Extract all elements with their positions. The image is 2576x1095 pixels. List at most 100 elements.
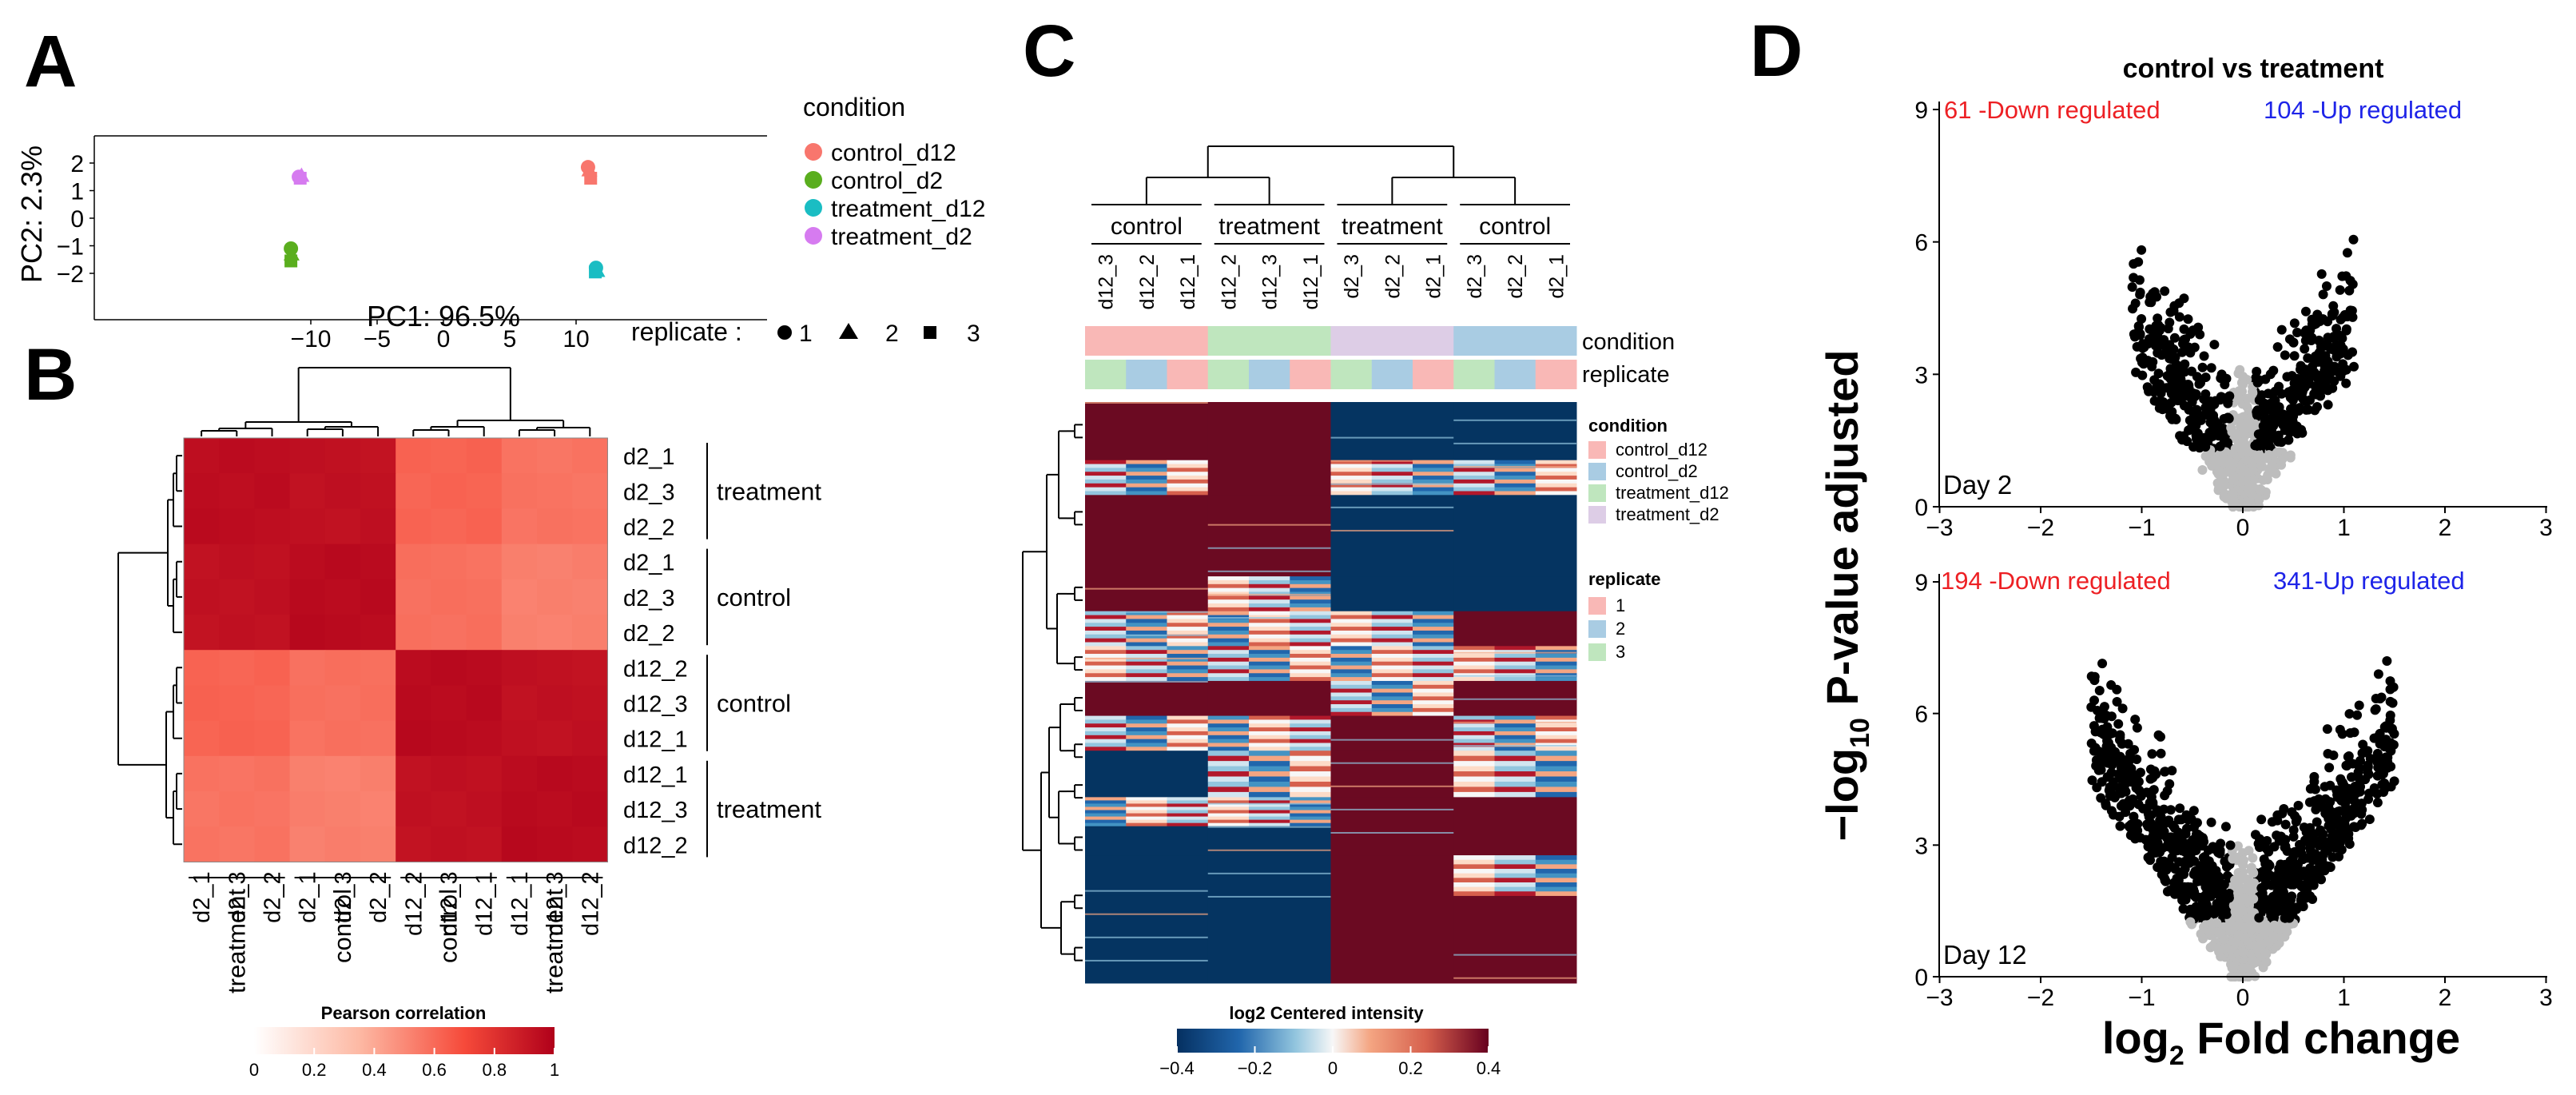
volcano-day2-point	[2165, 317, 2175, 328]
heat-stripe	[1249, 669, 1290, 674]
correlation-cell	[219, 544, 255, 580]
volcano-day12-point	[2364, 788, 2375, 798]
heat-stripe	[1535, 776, 1577, 782]
volcano-day12-point	[2226, 945, 2236, 955]
volcano-day2-point	[2349, 361, 2359, 372]
correlation-cell	[431, 615, 467, 651]
heat-stripe	[1167, 646, 1209, 651]
volcano-day12-point	[2096, 727, 2106, 737]
heat-legend-tick-label: −0.4	[1159, 1058, 1194, 1078]
volcano-day2-x-tick-label: 0	[2236, 515, 2250, 541]
heat-column-label: d2_2	[1381, 254, 1404, 299]
correlation-cell	[466, 720, 503, 757]
heat-stripe	[1535, 657, 1577, 663]
volcano-day12-point	[2265, 870, 2276, 881]
heat-stripe	[1290, 727, 1331, 732]
heat-stripe	[1330, 468, 1373, 472]
volcano-day12-point	[2253, 838, 2264, 849]
volcano-day2-point	[2240, 443, 2251, 453]
volcano-day12-point	[2341, 760, 2351, 770]
heat-stripe	[1207, 822, 1250, 827]
volcano-day2-point	[2127, 282, 2137, 293]
volcano-day2-point	[2335, 371, 2346, 381]
heat-stripe	[1330, 479, 1373, 484]
heat-stripe	[1085, 657, 1127, 663]
heat-condition-annotation	[1494, 326, 1536, 356]
volcano-day12-point	[2149, 785, 2159, 795]
heat-legend-condition-swatch	[1588, 463, 1606, 480]
heat-stripe	[1494, 460, 1536, 465]
correlation-dendrogram-branch	[167, 499, 173, 607]
heat-stripe	[1207, 806, 1250, 811]
volcano-day12-y-tick-label: 0	[1914, 965, 1928, 991]
volcano-day12-point	[2191, 892, 2201, 902]
heat-stripe	[1207, 819, 1250, 824]
volcano-day2-point	[2252, 407, 2262, 417]
correlation-cell	[289, 544, 326, 580]
heat-column-group-label: treatment	[1342, 213, 1443, 240]
volcano-day2-point	[2224, 391, 2235, 401]
heat-block	[1207, 826, 1331, 856]
correlation-cell	[572, 755, 608, 792]
volcano-day12-point	[2115, 773, 2125, 783]
volcano-day2-point	[2137, 245, 2147, 255]
volcano-day2-point	[2194, 411, 2204, 421]
correlation-cell	[360, 544, 396, 580]
volcano-day12-point	[2372, 748, 2383, 759]
volcano-day12-point	[2288, 879, 2299, 890]
volcano-day12-point	[2268, 906, 2278, 916]
pca-y-tick-label: 1	[70, 179, 84, 205]
heat-stripe	[1207, 627, 1250, 631]
heat-stripe	[1494, 766, 1536, 772]
volcano-day2-point	[2232, 393, 2242, 404]
heat-stripe	[1413, 491, 1454, 496]
volcano-day12-point	[2143, 822, 2153, 832]
volcano-day2-point	[2128, 304, 2138, 314]
heat-stripe	[1413, 688, 1454, 693]
correlation-cell	[431, 544, 467, 580]
correlation-cell	[466, 615, 503, 651]
heat-stripe	[1494, 869, 1536, 874]
correlation-col-label: d12_1	[472, 871, 498, 936]
heat-stripe	[1207, 735, 1250, 740]
heat-stripe	[1167, 723, 1209, 728]
heat-column-labels: d12_3 d12_2 d12_1 d12_2 d12_3 d12_1 d2_3 d2_2 d2…	[1095, 254, 1568, 310]
volcano-day2-point	[2307, 319, 2317, 329]
heat-stripe	[1207, 727, 1250, 732]
heat-line	[1330, 460, 1454, 462]
heat-stripe	[1167, 630, 1209, 635]
heat-stripe	[1290, 816, 1331, 821]
heat-legend-condition-swatch	[1588, 441, 1606, 459]
heat-dendrogram-branch	[1074, 656, 1083, 671]
volcano-day2-point	[2176, 387, 2187, 397]
volcano-x-label-prefix: log	[2102, 1013, 2169, 1063]
heat-stripe	[1126, 673, 1167, 678]
correlation-cell	[572, 650, 608, 686]
volcano-day2-point	[2156, 388, 2166, 399]
heat-stripe	[1085, 665, 1127, 670]
volcano-day12-down: 194 -Down regulated	[1941, 567, 2171, 595]
correlation-dendrogram-branch	[165, 711, 173, 819]
heat-stripe	[1085, 487, 1127, 492]
volcano-day12-point	[2305, 822, 2316, 833]
correlation-row-label: d12_3	[623, 798, 688, 823]
pca-x-tick-label: −5	[364, 326, 391, 352]
volcano-day12-point	[2216, 838, 2226, 849]
heat-stripe	[1207, 650, 1250, 655]
heat-stripe	[1085, 623, 1127, 627]
heat-stripe	[1167, 638, 1209, 643]
correlation-col-group-label: treatment	[540, 889, 568, 993]
heat-stripe	[1330, 654, 1373, 659]
correlation-dendrogram-branch	[324, 426, 380, 436]
volcano-day12-point	[2188, 806, 2199, 816]
heat-stripe	[1290, 751, 1331, 757]
heat-stripe	[1126, 468, 1167, 472]
volcano-day12-point	[2274, 876, 2284, 886]
heat-stripe	[1494, 761, 1536, 767]
volcano-day2-point	[2264, 467, 2275, 477]
heat-stripe	[1290, 623, 1331, 627]
volcano-day12-point	[2256, 943, 2266, 954]
correlation-cell	[184, 755, 220, 792]
heat-stripe	[1290, 654, 1331, 659]
correlation-cell	[537, 720, 573, 757]
